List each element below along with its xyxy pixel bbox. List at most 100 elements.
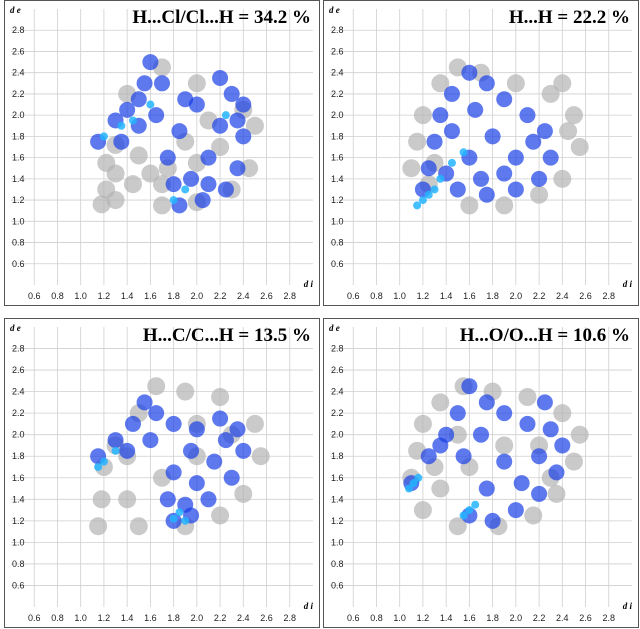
y-tick-label: 1.0 [12, 216, 25, 226]
y-tick-label: 1.2 [12, 516, 25, 526]
data-point [478, 480, 495, 497]
data-point [142, 432, 159, 449]
y-tick-label: 2.4 [331, 68, 344, 78]
y-tick-label: 0.6 [331, 259, 344, 269]
x-tick-label: 2.4 [237, 613, 250, 623]
plot-title: H...O/O...H = 10.6 % [459, 325, 630, 346]
data-point [443, 123, 460, 140]
plot-title: H...C/C...H = 13.5 % [142, 325, 311, 346]
data-point [495, 196, 514, 215]
x-tick-label: 2.8 [284, 291, 297, 301]
data-point [496, 91, 513, 108]
y-tick-label: 2.2 [331, 408, 344, 418]
data-point [564, 106, 583, 125]
data-point [553, 169, 572, 188]
y-tick-label: 0.6 [12, 580, 25, 590]
y-tick-label: 2.4 [12, 68, 25, 78]
data-point [211, 138, 230, 156]
y-tick-label: 1.2 [12, 195, 25, 205]
data-point [176, 382, 195, 401]
x-tick-label: 2.8 [284, 613, 297, 623]
data-point [223, 85, 240, 102]
data-point [200, 491, 217, 508]
data-point [436, 174, 445, 183]
y-tick-label: 2.4 [331, 387, 344, 397]
data-point [531, 485, 548, 502]
x-tick-label: 2.6 [579, 613, 592, 623]
x-tick-label: 2.4 [237, 291, 250, 301]
data-point [169, 514, 178, 523]
data-point [414, 473, 423, 482]
data-point [408, 132, 427, 151]
data-point [447, 158, 456, 167]
data-point [455, 448, 472, 465]
x-tick-label: 0.8 [51, 613, 64, 623]
data-point [148, 107, 165, 124]
data-point [245, 116, 264, 135]
x-tick-label: 1.6 [463, 613, 476, 623]
data-point [420, 448, 437, 465]
data-point [94, 463, 103, 471]
data-point [221, 111, 230, 120]
y-tick-label: 1.2 [331, 516, 344, 526]
plot-svg: 0.6 0.8 1.0 1.2 1.4 1.6 1.8 2.0 2.2 2.4 2.6 2.8 0.6 0… [330, 327, 632, 623]
data-point [431, 393, 450, 412]
x-tick-label: 0.6 [347, 613, 360, 623]
data-point [212, 70, 229, 86]
x-tick-label: 1.8 [167, 291, 180, 301]
series-0 [402, 377, 589, 536]
data-point [570, 425, 589, 444]
data-point [496, 165, 513, 182]
data-point [553, 404, 572, 423]
y-tick-label: 2.8 [331, 25, 344, 35]
data-point [420, 160, 437, 177]
data-point [548, 464, 565, 481]
x-tick-label: 0.8 [51, 291, 64, 301]
data-point [117, 121, 126, 130]
data-point [424, 190, 433, 199]
y-tick-label: 1.6 [331, 153, 344, 163]
x-tick-label: 1.2 [98, 291, 111, 301]
x-axis-label: d i [303, 601, 313, 611]
data-point [402, 159, 421, 178]
x-tick-label: 2.6 [260, 291, 273, 301]
data-point [235, 442, 252, 459]
data-point [165, 464, 182, 481]
data-point [188, 475, 205, 492]
data-point [147, 377, 166, 396]
y-tick-label: 1.6 [12, 473, 25, 483]
data-point [519, 107, 536, 124]
data-point [123, 175, 142, 194]
data-point [467, 101, 484, 118]
y-tick-label: 2.6 [331, 365, 344, 375]
x-axis-label: d i [622, 601, 632, 611]
series-2 [94, 446, 190, 525]
data-point [496, 453, 513, 470]
data-point [530, 185, 549, 204]
data-point [525, 133, 542, 150]
data-point [426, 133, 443, 150]
y-tick-label: 1.2 [331, 195, 344, 205]
y-tick-label: 1.4 [12, 174, 25, 184]
data-point [536, 394, 553, 411]
data-point [229, 160, 246, 177]
data-point [206, 453, 223, 470]
x-tick-label: 2.0 [191, 613, 204, 623]
data-point [187, 74, 206, 93]
data-point [99, 132, 108, 141]
data-point [518, 388, 537, 406]
data-point [531, 170, 548, 187]
data-point [432, 107, 449, 124]
y-tick-label: 1.8 [331, 131, 344, 141]
series-1 [90, 54, 252, 214]
data-point [513, 475, 530, 492]
y-tick-label: 1.8 [331, 451, 344, 461]
x-tick-label: 1.6 [144, 613, 157, 623]
data-point [478, 75, 495, 92]
y-tick-label: 0.8 [331, 238, 344, 248]
data-point [129, 146, 148, 165]
data-point [153, 175, 171, 194]
data-point [449, 405, 466, 422]
data-point [142, 54, 159, 71]
data-point [200, 176, 217, 193]
